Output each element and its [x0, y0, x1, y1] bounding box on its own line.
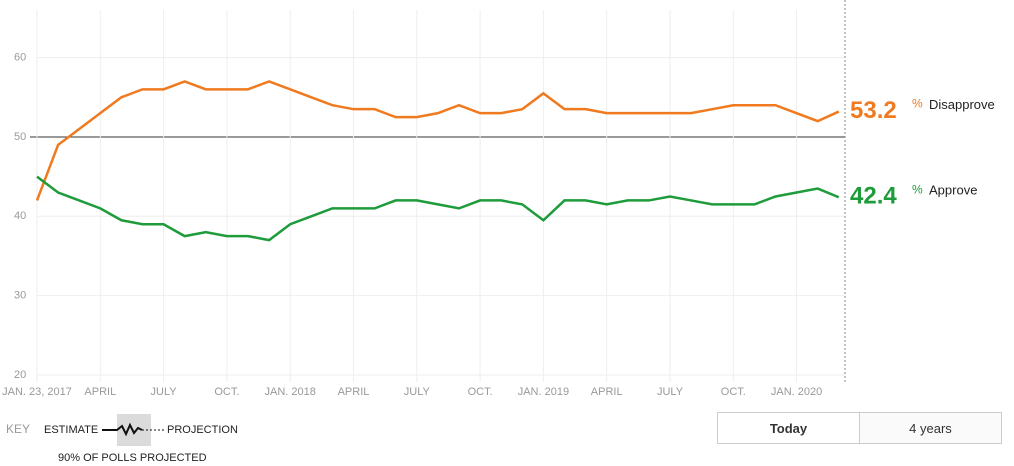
key-band-label: 90% OF POLLS PROJECTED — [58, 452, 207, 464]
y-tick-label: 20 — [14, 369, 26, 381]
x-tick-label: OCT. — [468, 386, 493, 398]
x-tick-label: JAN. 2018 — [265, 386, 316, 398]
x-tick-label: OCT. — [214, 386, 239, 398]
key-title: KEY — [6, 422, 30, 436]
y-tick-label: 50 — [14, 131, 26, 143]
y-tick-label: 60 — [14, 52, 26, 64]
x-tick-label: OCT. — [721, 386, 746, 398]
x-tick-label: JULY — [657, 386, 684, 398]
x-tick-label: JAN. 23, 2017 — [2, 386, 72, 398]
key-band — [117, 414, 151, 446]
range-button[interactable]: Today — [718, 413, 859, 443]
x-tick-label: APRIL — [84, 386, 116, 398]
range-button[interactable]: 4 years — [859, 413, 1001, 443]
end-value: 42.4 — [850, 183, 897, 210]
range-buttons: Today 4 years — [717, 412, 1002, 444]
y-tick-label: 40 — [14, 210, 26, 222]
end-value: 53.2 — [850, 97, 897, 124]
key: KEY ESTIMATE PROJECTION 90% OF POLLS PRO… — [6, 414, 238, 464]
legend-label: Approve — [929, 183, 977, 198]
grid — [30, 10, 845, 382]
x-tick-label: APRIL — [338, 386, 370, 398]
x-tick-label: JULY — [151, 386, 178, 398]
x-tick-label: JAN. 2020 — [771, 386, 822, 398]
legend-label: Disapprove — [929, 97, 995, 112]
x-tick-label: APRIL — [591, 386, 623, 398]
x-tick-label: JULY — [404, 386, 431, 398]
series-line — [35, 80, 840, 201]
unit: % — [912, 97, 923, 111]
key-projection: PROJECTION — [167, 424, 238, 436]
y-tick-label: 30 — [14, 290, 26, 302]
key-estimate: ESTIMATE — [44, 424, 98, 436]
unit: % — [912, 182, 923, 196]
series-line — [36, 175, 840, 242]
x-tick-label: JAN. 2019 — [518, 386, 569, 398]
key-line — [102, 422, 143, 437]
